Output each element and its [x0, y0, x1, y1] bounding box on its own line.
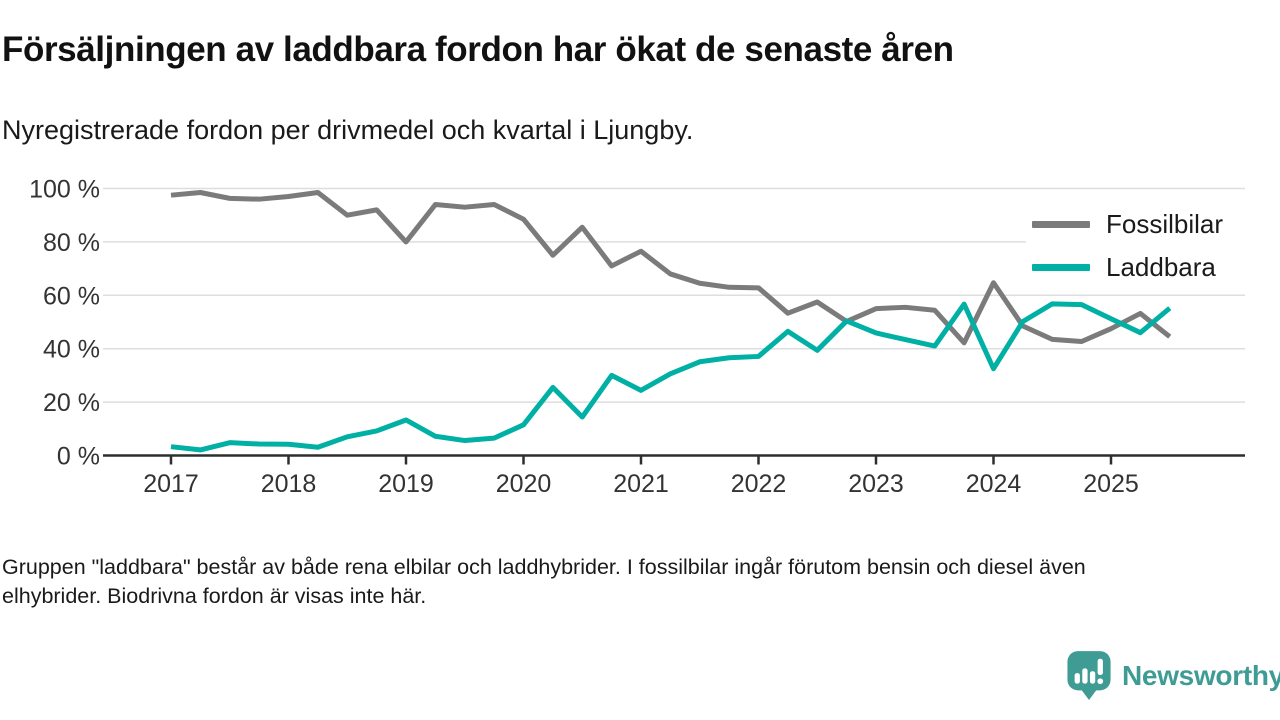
- x-axis-label-2025: 2025: [1083, 470, 1139, 498]
- footnote: Gruppen "laddbara" består av både rena e…: [2, 553, 1232, 611]
- logo-exclamation-bar: [1097, 658, 1103, 676]
- legend-item-laddbara: Laddbara: [1032, 251, 1262, 284]
- x-axis-label-2024: 2024: [966, 470, 1022, 498]
- y-axis-label-100: 100 %: [29, 176, 100, 204]
- logo-bar-3: [1089, 671, 1096, 684]
- logo-bar-1: [1074, 673, 1080, 684]
- logo-bubble-tail: [1080, 688, 1098, 700]
- y-axis-label-0: 0 %: [57, 443, 100, 471]
- x-axis-label-2022: 2022: [731, 470, 787, 498]
- footnote-line-2: elhybrider. Biodrivna fordon är visas in…: [2, 584, 427, 608]
- logo-bar-2: [1082, 668, 1088, 684]
- newsworthy-logo-icon: [1067, 651, 1111, 700]
- y-axis-label-40: 40 %: [43, 336, 100, 364]
- x-axis-label-2023: 2023: [848, 470, 904, 498]
- x-axis-label-2019: 2019: [378, 470, 434, 498]
- logo-bubble: [1067, 651, 1111, 691]
- legend-label-fossilbilar: Fossilbilar: [1106, 209, 1224, 239]
- x-axis-label-2021: 2021: [613, 470, 669, 498]
- legend-item-fossilbilar: Fossilbilar: [1032, 208, 1262, 241]
- y-axis-label-60: 60 %: [43, 282, 100, 310]
- x-axis-label-2018: 2018: [261, 470, 317, 498]
- x-axis-label-2017: 2017: [143, 470, 199, 498]
- y-axis-label-80: 80 %: [43, 229, 100, 257]
- y-axis-label-20: 20 %: [43, 389, 100, 417]
- series-line-fossilbilar: [170, 190, 1172, 346]
- page-title: Försäljningen av laddbara fordon har öka…: [2, 30, 954, 69]
- series-line-laddbara: [170, 301, 1172, 453]
- page-subtitle: Nyregistrerade fordon per drivmedel och …: [2, 115, 694, 145]
- logo-exclamation-dot: [1097, 678, 1104, 685]
- newsworthy-logo-text: Newsworthy: [1122, 659, 1280, 691]
- newsworthy-logo: Newsworthy: [1066, 650, 1280, 701]
- legend-label-laddbara: Laddbara: [1106, 252, 1216, 282]
- x-axis-label-2020: 2020: [496, 470, 552, 498]
- chart-legend: Fossilbilar Laddbara: [1026, 204, 1268, 288]
- footnote-line-1: Gruppen "laddbara" består av både rena e…: [2, 555, 1086, 579]
- fossilbilar-line-swatch: [1032, 221, 1090, 228]
- laddbara-line-swatch: [1032, 264, 1090, 271]
